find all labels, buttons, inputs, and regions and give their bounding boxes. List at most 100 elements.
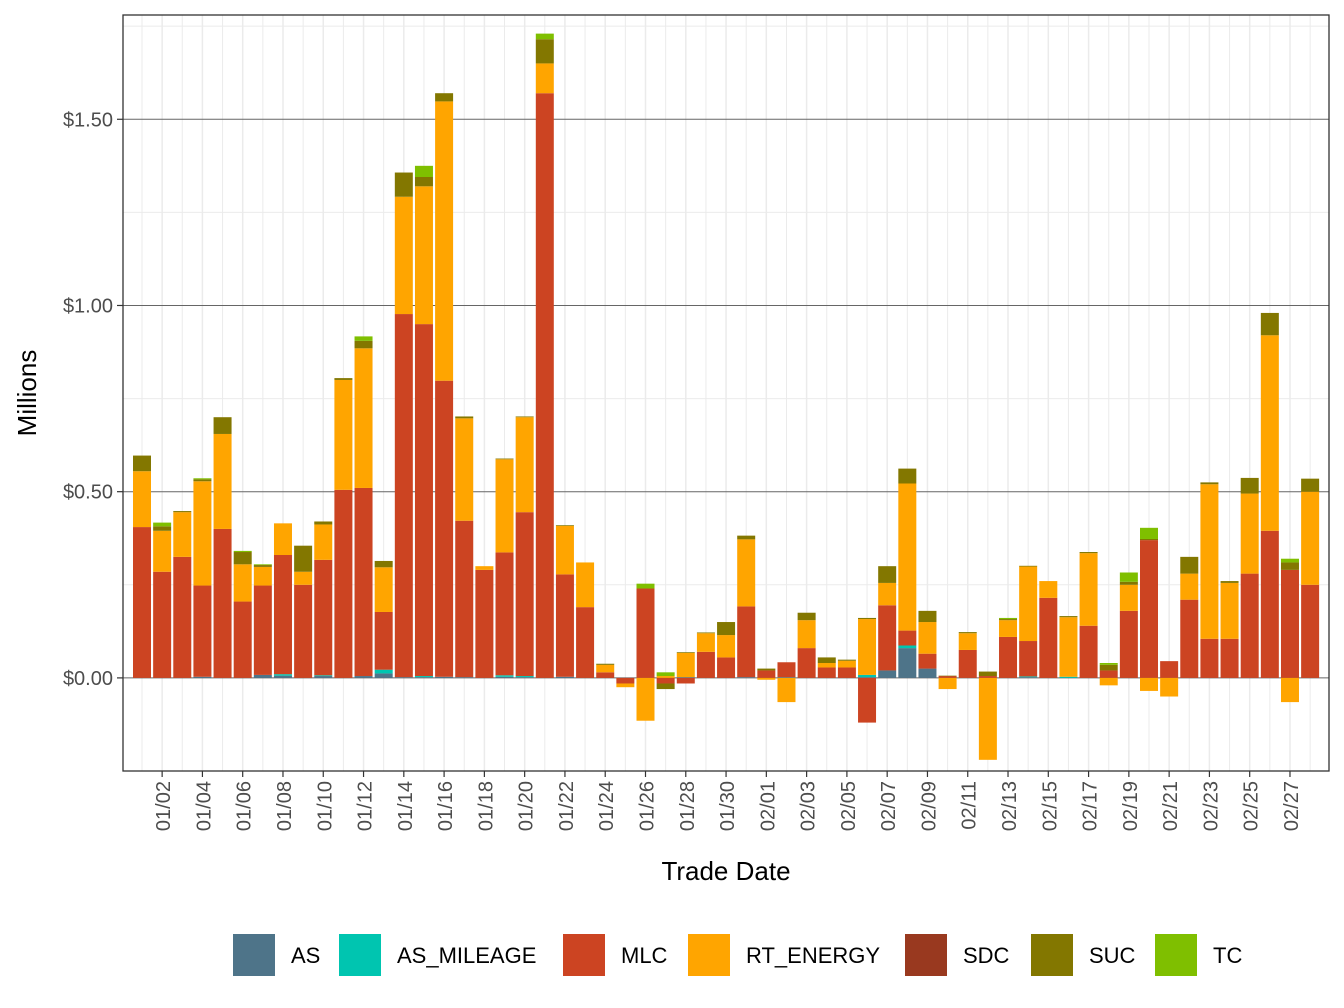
bar-suc-01-17 bbox=[455, 416, 474, 419]
x-tick-label: 02/05 bbox=[838, 781, 860, 831]
legend-label-tc: TC bbox=[1213, 943, 1242, 968]
bar-suc-02-08 bbox=[898, 468, 917, 484]
bar-rt-energy-01-17 bbox=[455, 418, 474, 521]
x-tick-label: 02/15 bbox=[1039, 781, 1061, 831]
bar-rt-energy-01-06 bbox=[233, 564, 252, 602]
bar-as-01-16 bbox=[435, 676, 454, 678]
bar-as-01-31 bbox=[737, 677, 756, 678]
bar-suc-02-01 bbox=[757, 668, 776, 671]
bar-suc-02-13 bbox=[999, 619, 1018, 621]
bar-mlc-02-05 bbox=[837, 667, 856, 678]
bar-as-01-04 bbox=[193, 676, 212, 678]
bar-as-mileage-02-14 bbox=[1019, 676, 1038, 678]
bar-as-01-07 bbox=[253, 674, 272, 678]
x-tick-label: 02/13 bbox=[999, 781, 1021, 831]
bar-as-01-19 bbox=[495, 676, 514, 678]
bar-rt-energy-02-04 bbox=[817, 663, 836, 668]
y-tick-label: $1.50 bbox=[63, 109, 113, 131]
x-tick-label: 02/19 bbox=[1120, 781, 1142, 831]
bar-suc-01-11 bbox=[334, 378, 353, 380]
bar-rt-energy-02-07 bbox=[878, 582, 897, 606]
bar-rt-energy-01-05 bbox=[213, 433, 232, 529]
bar-mlc-02-18 bbox=[1099, 670, 1118, 678]
legend-label-as: AS bbox=[291, 943, 320, 968]
bar-mlc-02-21 bbox=[1160, 661, 1179, 678]
bar-rt-energy-02-13 bbox=[999, 620, 1018, 637]
legend-key-as bbox=[233, 934, 275, 976]
bar-mlc-02-10 bbox=[938, 676, 957, 678]
bar-rt-energy-01-30 bbox=[717, 635, 736, 658]
y-tick-label: $0.50 bbox=[63, 482, 113, 504]
bar-mlc-01-05 bbox=[213, 528, 232, 678]
bar-mlc-01-08 bbox=[273, 555, 292, 675]
bar-mlc-02-15 bbox=[1039, 597, 1058, 678]
bar-rt-energy-01-29 bbox=[696, 633, 715, 652]
bar-suc-01-15 bbox=[414, 177, 433, 187]
bar-as-01-20 bbox=[515, 677, 534, 678]
bar-mlc-02-11 bbox=[958, 649, 977, 678]
bar-as-02-09 bbox=[918, 668, 937, 678]
bar-rt-energy-02-10 bbox=[938, 677, 957, 690]
bar-tc-01-15 bbox=[414, 165, 433, 177]
x-tick-label: 01/08 bbox=[274, 781, 296, 831]
legend: AS AS_MILEAGE MLC RT_ENERGY SDC SUC TC bbox=[233, 934, 1242, 976]
bar-mlc-02-13 bbox=[999, 636, 1018, 678]
bar-suc-02-28 bbox=[1301, 478, 1320, 492]
bar-rt-energy-02-20 bbox=[1140, 677, 1158, 691]
x-tick-label: 02/21 bbox=[1160, 781, 1182, 831]
bar-tc-01-26 bbox=[636, 583, 655, 589]
bar-mlc-02-03 bbox=[797, 648, 816, 678]
y-tick-label: $0.00 bbox=[63, 668, 113, 690]
bar-mlc-02-06 bbox=[858, 677, 877, 723]
bar-suc-01-22 bbox=[555, 525, 574, 526]
bar-as-mileage-01-13 bbox=[374, 669, 393, 674]
bar-mlc-01-30 bbox=[717, 657, 736, 678]
bar-suc-02-06 bbox=[858, 617, 877, 620]
legend-key-sdc bbox=[905, 934, 947, 976]
bar-tc-01-07 bbox=[253, 564, 272, 566]
x-tick-label: 02/01 bbox=[757, 781, 779, 831]
bar-mlc-01-07 bbox=[253, 585, 272, 675]
legend-key-rt-energy bbox=[688, 934, 730, 976]
bar-suc-02-16 bbox=[1059, 616, 1078, 618]
bar-as-mileage-01-08 bbox=[273, 674, 292, 676]
x-tick-label: 01/02 bbox=[153, 781, 175, 831]
bar-rt-energy-01-14 bbox=[394, 196, 413, 315]
legend-key-as-mileage bbox=[339, 934, 381, 976]
bar-rt-energy-02-16 bbox=[1059, 617, 1078, 677]
bar-rt-energy-02-19 bbox=[1119, 584, 1138, 611]
bar-suc-01-02 bbox=[153, 526, 172, 531]
bar-mlc-02-08 bbox=[898, 630, 917, 646]
bar-suc-01-06 bbox=[233, 552, 252, 565]
bar-mlc-01-17 bbox=[455, 520, 474, 678]
bar-tc-01-27 bbox=[656, 672, 675, 677]
bar-as-02-14 bbox=[1019, 677, 1038, 678]
bar-mlc-01-06 bbox=[233, 601, 252, 678]
x-tick-label: 01/24 bbox=[596, 781, 618, 831]
bar-rt-energy-01-26 bbox=[636, 677, 655, 721]
bar-suc-01-04 bbox=[193, 479, 212, 482]
x-tick-label: 01/10 bbox=[314, 781, 336, 831]
bar-mlc-01-23 bbox=[576, 607, 595, 678]
bar-suc-02-17 bbox=[1079, 552, 1098, 554]
bar-rt-energy-02-08 bbox=[898, 483, 917, 631]
bar-mlc-01-27 bbox=[656, 677, 675, 684]
bar-rt-energy-02-24 bbox=[1220, 582, 1239, 639]
x-tick-label: 01/14 bbox=[395, 781, 417, 831]
bar-rt-energy-02-05 bbox=[837, 660, 856, 668]
bar-suc-02-27 bbox=[1280, 562, 1299, 570]
bar-suc-01-09 bbox=[294, 545, 313, 572]
bar-suc-01-30 bbox=[717, 622, 736, 636]
bar-suc-01-29 bbox=[696, 632, 715, 634]
bar-mlc-02-17 bbox=[1079, 625, 1098, 678]
bar-suc-01-03 bbox=[173, 511, 192, 513]
bar-mlc-01-04 bbox=[193, 585, 212, 677]
bar-rt-energy-02-21 bbox=[1160, 677, 1179, 697]
bar-suc-01-05 bbox=[213, 417, 232, 434]
bar-mlc-01-12 bbox=[354, 487, 373, 677]
bar-mlc-02-01 bbox=[757, 670, 776, 678]
bar-mlc-02-20 bbox=[1140, 540, 1158, 678]
bar-mlc-02-19 bbox=[1119, 610, 1138, 678]
bar-tc-01-21 bbox=[535, 33, 554, 40]
